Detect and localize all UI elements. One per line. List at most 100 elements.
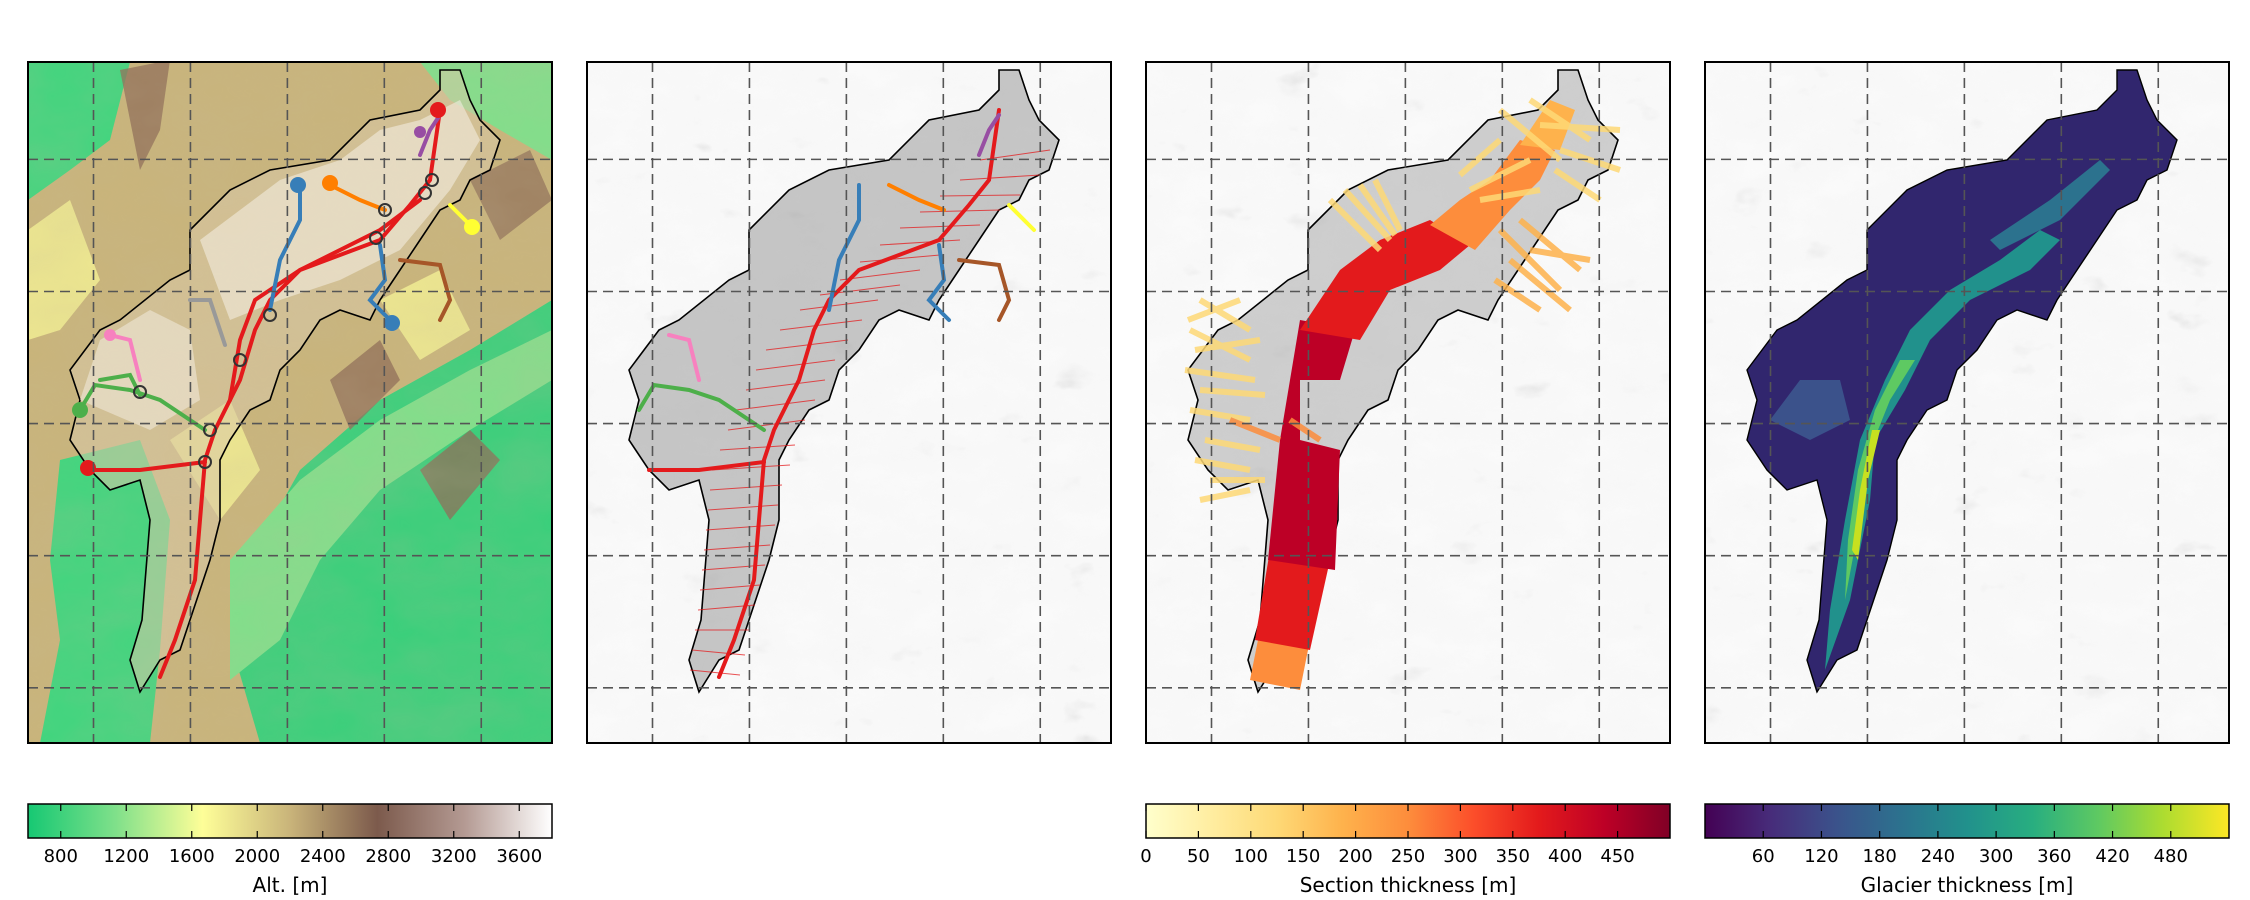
hillshade-texture	[1146, 62, 1670, 743]
flowline-west	[88, 460, 207, 472]
colorbar-tick-label: 350	[1496, 846, 1530, 867]
colorbar-tick-label: 3600	[496, 846, 542, 867]
colorbar-tick-label: 50	[1187, 846, 1210, 867]
colorbar-tick-label: 450	[1600, 846, 1634, 867]
flowline-head-marker	[104, 329, 116, 341]
colorbar-tick-label: 240	[1921, 846, 1955, 867]
flowline-blue-1	[827, 183, 861, 312]
flowline-head-marker	[290, 177, 306, 193]
colorbar-glacier-thickness-bar	[1704, 803, 2230, 839]
flowline-green	[637, 382, 766, 432]
flowline-purple	[977, 113, 1001, 157]
flowline-head-marker	[72, 402, 88, 418]
section-thickness-upper	[1300, 220, 1470, 340]
flowline-grey	[188, 298, 227, 347]
colorbar-glacier-thickness: 60 120 180 240 300 360 420 480 Glacier thicknes…	[1704, 803, 2230, 897]
flowline-orange	[328, 183, 387, 212]
flowlines	[637, 108, 1036, 679]
flowline-upper	[228, 198, 422, 402]
flowline-head-marker	[430, 102, 446, 118]
colorbar-tick-label: 150	[1286, 846, 1320, 867]
section-fan-north	[1458, 97, 1621, 203]
panel-topography	[28, 62, 552, 743]
colorbar-tick-label: 3200	[431, 846, 477, 867]
confluence-marker	[263, 308, 277, 322]
colorbar-tick-label: 60	[1752, 846, 1775, 867]
flowline-head-marker	[384, 315, 400, 331]
flowline-purple	[418, 113, 442, 157]
axes-frame	[1704, 61, 2230, 744]
flowline-blue-2	[367, 243, 392, 322]
colorbar-tick-label: 0	[1140, 846, 1151, 867]
colorbar-altitude-label: Alt. [m]	[253, 873, 328, 897]
colorbar-section-thickness: 0 50 100 150 200 250 300 350 400 450 Section thic…	[1140, 803, 1671, 897]
colorbar-tick-label: 1600	[169, 846, 215, 867]
flowline-yellow	[1007, 203, 1036, 232]
colorbar-tick-label: 250	[1391, 846, 1425, 867]
colorbar-glacier-thickness-ticks: 60 120 180 240 300 360 420 480	[1752, 804, 2188, 867]
confluence-marker	[233, 353, 247, 367]
colorbar-tick-label: 180	[1862, 846, 1896, 867]
colorbar-altitude: 800 1200 1600 2000 2400 2800 3200 3600 Alt. [m]	[27, 803, 553, 897]
confluence-marker	[425, 173, 439, 187]
colorbar-tick-label: 480	[2154, 846, 2188, 867]
colorbar-tick-label: 400	[1548, 846, 1582, 867]
flowline-head-marker	[80, 460, 96, 476]
cross-section-lines	[689, 149, 1051, 676]
colorbar-section-thickness-ticks: 0 50 100 150 200 250 300 350 400 450	[1140, 804, 1635, 867]
axes-frame	[586, 61, 1112, 744]
confluence-marker	[198, 455, 212, 469]
flowline-head-marker	[414, 126, 426, 138]
colorbar-altitude-ticks: 800 1200 1600 2000 2400 2800 3200 3600	[44, 804, 542, 867]
flowline-green	[78, 382, 207, 432]
colorbar-tick-label: 420	[2095, 846, 2129, 867]
flowline-orange	[887, 183, 946, 212]
colorbar-tick-label: 2000	[234, 846, 280, 867]
flowline-pink	[667, 333, 701, 382]
glacier-thickness-trunk-peak	[1852, 430, 1880, 560]
axes-frame	[27, 61, 553, 744]
glacier-thickness-west	[1770, 380, 1850, 440]
flowlines	[78, 108, 477, 679]
colorbar-glacier-thickness-label: Glacier thickness [m]	[1861, 873, 2074, 897]
flowline-heads	[72, 102, 480, 476]
confluence-marker	[418, 186, 432, 200]
panel-glacier-thickness	[1705, 62, 2229, 743]
section-fans	[1184, 97, 1621, 503]
colorbar-tick-label: 1200	[103, 846, 149, 867]
flowline-brown	[398, 258, 453, 322]
colorbar-altitude-bar	[27, 803, 553, 839]
colorbar-tick-label: 360	[2037, 846, 2071, 867]
glacier-upper-area	[200, 100, 480, 320]
colorbar-tick-label: 2800	[365, 846, 411, 867]
section-thickness-mid	[1268, 320, 1355, 570]
glacier-thickness-trunk-inner	[1845, 360, 1915, 600]
colorbar-tick-label: 300	[1979, 846, 2013, 867]
confluence-marker	[133, 385, 147, 399]
colorbar-tick-label: 120	[1804, 846, 1838, 867]
flowline-head-marker	[322, 175, 338, 191]
colorbar-tick-label: 100	[1234, 846, 1268, 867]
cross-sections	[689, 149, 1051, 676]
flowline-blue-2	[926, 243, 951, 322]
axes-frames	[27, 61, 2230, 744]
colorbar-tick-label: 300	[1443, 846, 1477, 867]
flowline-brown	[957, 258, 1012, 322]
colorbar-section-thickness-label: Section thickness [m]	[1300, 873, 1517, 897]
flowline-main	[717, 108, 1001, 679]
flowline-head-marker	[464, 219, 480, 235]
section-fan-upper-left	[1327, 178, 1403, 253]
colorbar-tick-label: 2400	[300, 846, 346, 867]
glacier-thickness-upper	[1990, 160, 2110, 250]
panel-flowlines	[587, 62, 1111, 743]
flowline-west	[647, 460, 766, 472]
section-fan-west	[1184, 297, 1266, 503]
flowline-pink	[108, 333, 142, 382]
gridlines	[28, 62, 2229, 743]
confluence-markers	[133, 173, 439, 469]
confluence-marker	[369, 231, 383, 245]
section-thickness-lower	[1255, 550, 1330, 650]
flowline-green-2	[98, 372, 142, 397]
colorbar-tick-label: 200	[1338, 846, 1372, 867]
